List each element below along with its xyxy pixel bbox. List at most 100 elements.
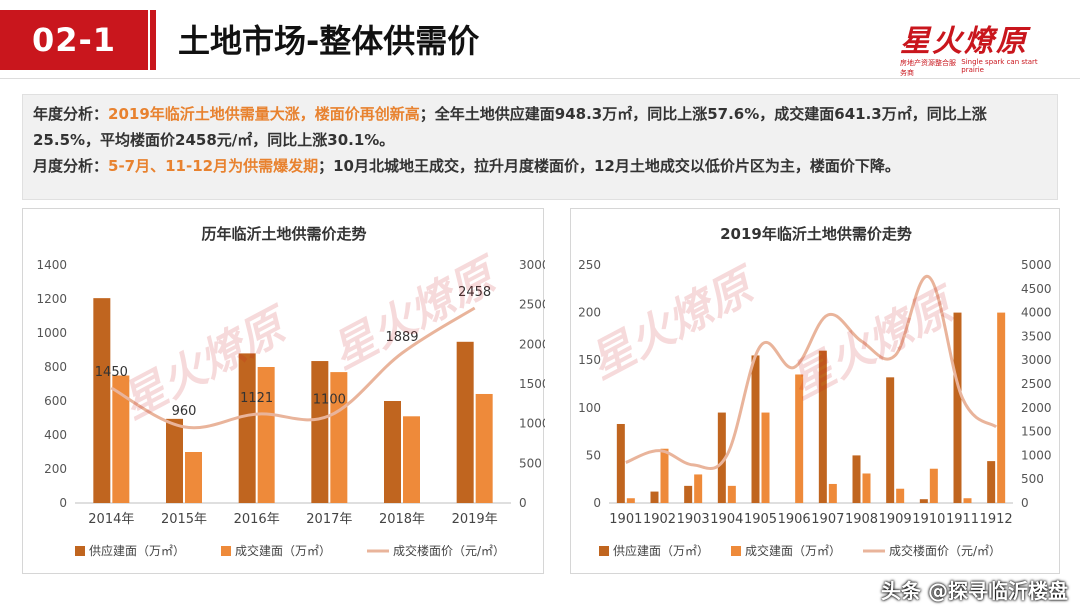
y-tick-left: 400 [44, 428, 67, 442]
y-tick-left: 200 [578, 306, 601, 320]
legend-swatch [599, 546, 609, 556]
annual-label: 年度分析： [33, 105, 109, 123]
bar-deal [997, 312, 1006, 503]
annual-chart: 历年临沂土地供需价走势 0 200 400 600 800 1000 1200 1400 0 500… [36, 225, 545, 558]
bar-deal [660, 448, 669, 503]
bar-supply [684, 485, 693, 503]
y-tick-right: 1000 [1021, 448, 1052, 462]
legend-label: 成交楼面价（元/㎡） [889, 543, 1001, 558]
y-tick-right: 1500 [519, 377, 545, 391]
bar-supply [166, 418, 183, 503]
legend-label: 成交楼面价（元/㎡） [393, 543, 505, 558]
monthly-label: 月度分析： [33, 157, 109, 175]
annual-text: ；全年土地供应建面948.3万㎡，同比上涨57.6%，成交建面641.3万㎡，同… [33, 105, 987, 149]
y-tick-right: 0 [519, 496, 527, 510]
y-tick-right: 2500 [1021, 377, 1052, 391]
bar-deal [112, 375, 130, 503]
bar-deal [694, 474, 703, 503]
bar-deal [828, 483, 837, 503]
bar-deal [185, 452, 202, 503]
x-tick-label: 1907 [811, 512, 844, 527]
y-tick-right: 0 [1021, 496, 1029, 510]
footer-credit: 头条 @探寻临沂楼盘 [881, 579, 1068, 603]
bar-deal [626, 498, 635, 503]
x-tick-label: 2019年 [452, 512, 498, 527]
bar-supply [616, 423, 625, 503]
y-tick-left: 50 [586, 448, 601, 462]
x-tick-label: 1906 [778, 512, 811, 527]
y-tick-left: 250 [578, 258, 601, 272]
y-tick-right: 4500 [1021, 282, 1052, 296]
logo-subtitle: 房地产资源整合服务商 Single spark can start prairi… [900, 58, 1050, 78]
legend-swatch [731, 546, 741, 556]
x-tick-label: 2018年 [379, 512, 425, 527]
price-data-label: 1889 [385, 330, 418, 345]
monthly-chart: 2019年临沂土地供需价走势05010015020025005001000150… [578, 225, 1052, 558]
x-tick-label: 2017年 [306, 512, 352, 527]
annual-chart-panel: 历年临沂土地供需价走势 0 200 400 600 800 1000 1200 1400 0 500… [22, 208, 545, 574]
bar-supply [953, 312, 962, 503]
y-tick-left: 1400 [36, 258, 67, 272]
monthly-chart-panel: 2019年临沂土地供需价走势 0 50 100 150 200 250 0 500 1000 150… [570, 208, 1060, 574]
analysis-box: 年度分析：2019年临沂土地供需量大涨，楼面价再创新高；全年土地供应建面948.… [22, 94, 1058, 200]
annual-highlight: 2019年临沂土地供需量大涨，楼面价再创新高 [108, 105, 420, 123]
x-tick-label: 1903 [677, 512, 710, 527]
y-tick-right: 2000 [519, 337, 545, 351]
y-tick-left: 800 [44, 360, 67, 374]
price-data-label: 1100 [313, 393, 346, 408]
chart-title: 历年临沂土地供需价走势 [201, 225, 366, 243]
bar-supply [384, 401, 401, 503]
y-tick-left: 1200 [36, 292, 67, 306]
bar-supply [650, 491, 659, 503]
bar-supply [751, 355, 760, 503]
bar-supply [886, 377, 895, 503]
bar-deal [896, 488, 905, 503]
bar-deal [403, 416, 420, 503]
legend-swatch [221, 546, 231, 556]
bar-supply [238, 353, 256, 503]
logo-text: 星火燎原 [900, 24, 1028, 59]
y-tick-right: 500 [1021, 472, 1044, 486]
bar-supply [987, 461, 996, 503]
page-title: 土地市场-整体供需价 [178, 22, 480, 60]
chart-title: 2019年临沂土地供需价走势 [720, 225, 912, 243]
price-data-label: 1121 [240, 391, 273, 406]
y-tick-right: 2500 [519, 298, 545, 312]
bar-deal [963, 498, 972, 503]
bar-deal [795, 374, 804, 503]
y-tick-left: 1000 [36, 326, 67, 340]
bar-supply [311, 361, 329, 503]
logo-sub-en: Single spark can start prairie [961, 58, 1038, 74]
bar-supply [919, 499, 928, 503]
x-tick-label: 1902 [643, 512, 676, 527]
x-tick-label: 1904 [710, 512, 743, 527]
bar-deal [761, 412, 770, 503]
y-tick-right: 3000 [519, 258, 545, 272]
price-line [110, 306, 476, 430]
bar-supply [852, 455, 861, 503]
x-tick-label: 2016年 [234, 512, 280, 527]
y-tick-left: 100 [578, 401, 601, 415]
legend-swatch [75, 546, 85, 556]
x-tick-label: 1908 [845, 512, 878, 527]
annual-analysis: 年度分析：2019年临沂土地供需量大涨，楼面价再创新高；全年土地供应建面948.… [33, 101, 1047, 153]
section-accent-bar [150, 10, 156, 70]
y-tick-right: 2000 [1021, 401, 1052, 415]
bar-supply [456, 341, 474, 503]
x-tick-label: 1905 [744, 512, 777, 527]
monthly-highlight: 5-7月、11-12月为供需爆发期 [108, 157, 319, 175]
bar-deal [862, 473, 871, 503]
x-tick-label: 2015年 [161, 512, 207, 527]
y-tick-left: 600 [44, 394, 67, 408]
x-tick-label: 1901 [609, 512, 642, 527]
legend-label: 成交建面（万㎡） [745, 543, 841, 558]
y-tick-right: 500 [519, 456, 542, 470]
x-tick-label: 1911 [946, 512, 979, 527]
section-number: 02-1 [0, 10, 148, 70]
legend-label: 供应建面（万㎡） [613, 543, 709, 558]
bar-deal [929, 468, 938, 503]
y-tick-left: 200 [44, 462, 67, 476]
legend-label: 成交建面（万㎡） [235, 543, 331, 558]
bar-supply [717, 412, 726, 503]
monthly-text: ；10月北城地王成交，拉升月度楼面价，12月土地成交以低价片区为主，楼面价下降。 [318, 157, 900, 175]
